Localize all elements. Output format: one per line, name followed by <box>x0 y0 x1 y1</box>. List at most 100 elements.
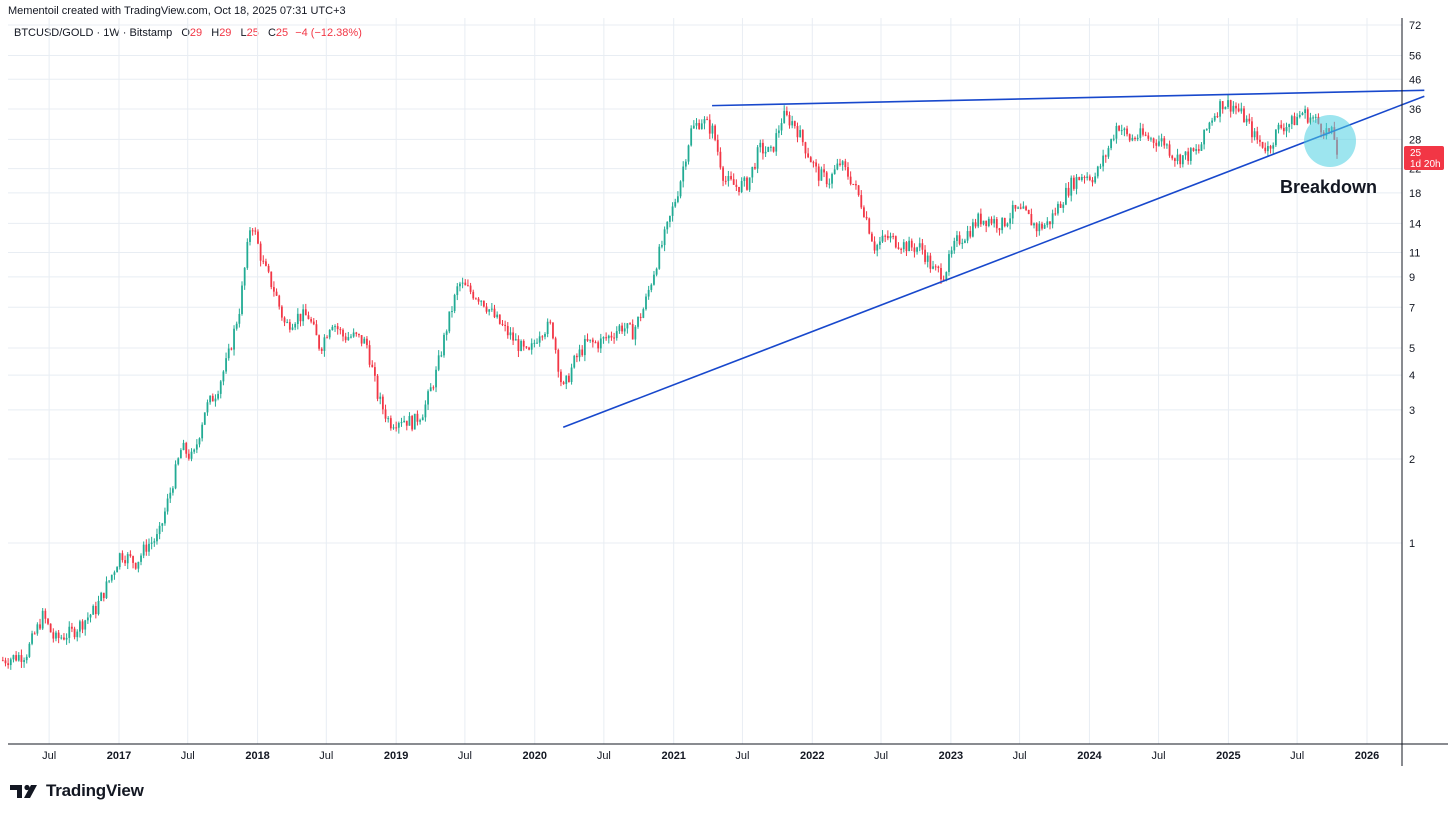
candle-up <box>711 125 714 134</box>
annotation[interactable]: Breakdown <box>1280 115 1377 197</box>
candle-up <box>1211 120 1213 123</box>
candle-down <box>94 605 97 615</box>
candle-up <box>916 247 918 252</box>
candle-down <box>278 295 281 307</box>
price-axis[interactable]: 1234579111418222836465672 <box>1409 20 1421 550</box>
candle-down <box>1173 158 1176 162</box>
candle-down <box>304 309 307 316</box>
resistance-trendline[interactable] <box>712 89 1425 107</box>
candle-up <box>1150 138 1152 140</box>
candle-up <box>1033 223 1035 226</box>
candle-up <box>1110 139 1112 149</box>
trendlines[interactable] <box>562 89 1425 429</box>
candle-down <box>4 660 7 664</box>
candle-down <box>44 610 47 619</box>
candle-down <box>860 195 863 208</box>
candle-up <box>836 163 839 170</box>
candle-down <box>732 179 735 185</box>
candle-up <box>1253 131 1256 138</box>
candle-up <box>615 331 618 339</box>
candle-down <box>262 260 265 262</box>
time-axis[interactable]: Jul 2017 Jul 2018 Jul 2019 Jul 2020 Jul 2021 Jul 20… <box>42 750 1379 762</box>
candle-down <box>1025 206 1027 211</box>
candle-down <box>698 123 701 130</box>
candle-up <box>1123 128 1126 131</box>
candle-up <box>1232 105 1235 112</box>
candle-down <box>1168 144 1171 156</box>
time-tick-label: Jul <box>1152 750 1166 762</box>
candle-up <box>780 123 783 131</box>
support-trendline[interactable] <box>562 95 1425 429</box>
candle-up <box>387 418 390 420</box>
candle-down <box>469 285 472 292</box>
candle-up <box>118 553 121 568</box>
candle-down <box>1014 205 1017 209</box>
candle-down <box>807 153 810 158</box>
candle-down <box>251 230 254 232</box>
candle-down <box>1152 138 1155 143</box>
candle-up <box>674 201 677 207</box>
candle-down <box>549 321 552 323</box>
candle-up <box>206 402 209 413</box>
breakdown-label[interactable]: Breakdown <box>1280 177 1377 197</box>
candle-up <box>1208 122 1211 130</box>
candle-up <box>65 637 68 640</box>
candle-down <box>57 632 60 638</box>
candle-up <box>1290 116 1293 125</box>
candle-down <box>1067 187 1070 196</box>
candle-up <box>31 633 33 644</box>
candle-up <box>623 328 626 332</box>
candle-up <box>1274 129 1277 146</box>
candle-up <box>461 282 464 284</box>
candle-up <box>520 340 522 351</box>
candle-down <box>812 162 815 164</box>
candle-up <box>78 621 81 632</box>
candle-down <box>1104 155 1107 157</box>
candle-down <box>270 271 273 288</box>
candle-up <box>1099 166 1102 168</box>
candle-down <box>921 243 924 250</box>
candle-down <box>145 544 148 552</box>
candle-up <box>932 266 934 269</box>
candle-down <box>1118 125 1120 131</box>
candle-up <box>182 442 185 451</box>
candle-down <box>1179 154 1182 165</box>
candle-down <box>132 556 134 563</box>
candle-up <box>1160 138 1163 142</box>
candle-up <box>770 146 772 148</box>
candle-up <box>86 617 89 621</box>
candle-up <box>400 422 403 424</box>
time-tick-label: Jul <box>181 750 195 762</box>
tradingview-footer[interactable]: TradingView <box>10 781 144 801</box>
candle-up <box>445 331 448 335</box>
candle-down <box>575 355 578 358</box>
candle-down <box>1059 203 1062 208</box>
candle-up <box>727 175 730 182</box>
candle-down <box>738 186 740 192</box>
candle-down <box>910 240 913 248</box>
candle-up <box>1272 145 1275 149</box>
candle-up <box>1070 177 1073 196</box>
candle-down <box>102 592 105 599</box>
candle-down <box>432 387 435 389</box>
breakdown-highlight-circle[interactable] <box>1304 115 1356 167</box>
candle-down <box>389 418 392 429</box>
candle-up <box>227 348 230 359</box>
candle-up <box>392 427 395 429</box>
candle-up <box>84 620 87 630</box>
candle-down <box>1243 108 1245 123</box>
low-value: 25 <box>246 27 259 39</box>
candle-up <box>419 420 421 422</box>
candle-down <box>995 219 998 229</box>
candle-up <box>1312 117 1314 119</box>
candle-up <box>142 544 145 556</box>
candle-up <box>328 330 331 338</box>
candle-up <box>437 355 440 370</box>
candle-up <box>1200 144 1203 151</box>
candle-down <box>1280 124 1283 128</box>
candle-up <box>945 272 948 280</box>
high-value: 29 <box>219 27 232 39</box>
candle-up <box>546 321 549 335</box>
candle-up <box>429 387 432 392</box>
